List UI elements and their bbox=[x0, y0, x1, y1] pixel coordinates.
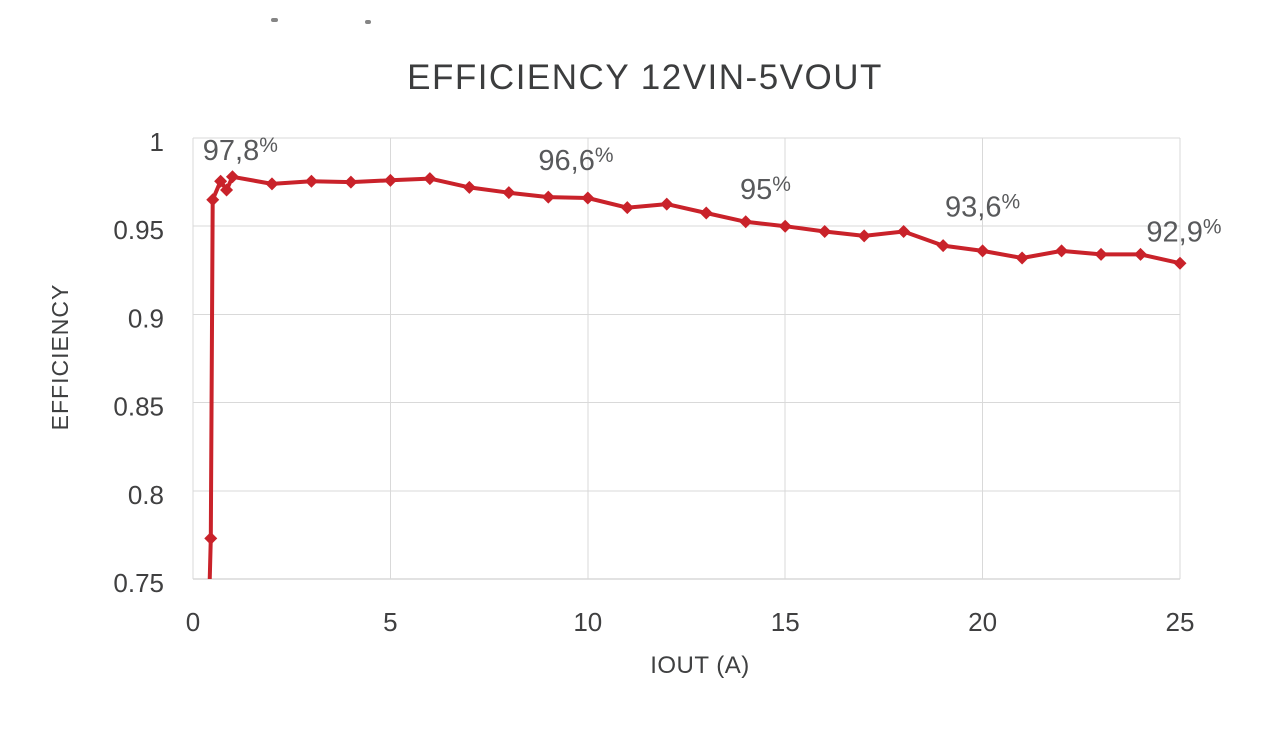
data-point-marker bbox=[660, 197, 674, 211]
data-point-marker bbox=[265, 177, 279, 191]
data-label: 95% bbox=[740, 173, 791, 207]
data-point-marker bbox=[1015, 251, 1029, 265]
chart-title: EFFICIENCY 12VIN-5VOUT bbox=[407, 58, 883, 97]
data-point-marker bbox=[778, 219, 792, 233]
y-tick-label: 0.75 bbox=[113, 568, 164, 598]
data-point-marker bbox=[214, 174, 228, 188]
x-tick-label: 5 bbox=[383, 607, 397, 637]
data-point-marker bbox=[581, 191, 595, 205]
data-point-marker bbox=[344, 175, 358, 189]
data-point-marker bbox=[976, 244, 990, 258]
data-point-marker bbox=[541, 190, 555, 204]
data-label: 93,6% bbox=[945, 190, 1020, 224]
data-point-marker bbox=[739, 215, 753, 229]
y-tick-label: 1 bbox=[150, 127, 164, 157]
y-tick-label: 0.95 bbox=[113, 215, 164, 245]
x-axis-title: IOUT (A) bbox=[650, 652, 750, 679]
data-point-marker bbox=[818, 224, 832, 238]
data-point-marker bbox=[897, 224, 911, 238]
data-point-marker bbox=[204, 531, 218, 545]
series-group bbox=[204, 170, 1187, 579]
y-tick-label: 0.9 bbox=[128, 303, 164, 333]
data-point-marker bbox=[857, 229, 871, 243]
data-point-marker bbox=[1134, 247, 1148, 261]
data-point-marker bbox=[1094, 247, 1108, 261]
data-point-marker bbox=[936, 239, 950, 253]
artifact-dot-2 bbox=[365, 20, 371, 24]
data-label: 92,9% bbox=[1146, 215, 1221, 249]
x-tick-label: 25 bbox=[1166, 607, 1195, 637]
data-point-marker bbox=[220, 183, 234, 197]
data-point-marker bbox=[304, 174, 318, 188]
data-label: 96,6% bbox=[538, 143, 613, 177]
x-tick-label: 20 bbox=[968, 607, 997, 637]
data-point-marker bbox=[1173, 256, 1187, 270]
y-tick-label: 0.85 bbox=[113, 392, 164, 422]
x-tick-label: 10 bbox=[573, 607, 602, 637]
data-point-marker bbox=[1055, 244, 1069, 258]
artifact-dot-1 bbox=[271, 18, 278, 22]
data-point-marker bbox=[462, 180, 476, 194]
x-tick-label: 15 bbox=[771, 607, 800, 637]
efficiency-line bbox=[207, 174, 1182, 579]
data-point-marker bbox=[620, 201, 634, 215]
data-point-marker bbox=[383, 173, 397, 187]
data-point-marker bbox=[206, 193, 220, 207]
data-point-marker bbox=[699, 206, 713, 220]
data-point-marker bbox=[225, 170, 239, 184]
data-point-marker bbox=[502, 186, 516, 200]
y-tick-label: 0.8 bbox=[128, 480, 164, 510]
data-label: 97,8% bbox=[203, 134, 278, 168]
x-tick-label: 0 bbox=[186, 607, 200, 637]
data-point-marker bbox=[423, 172, 437, 186]
